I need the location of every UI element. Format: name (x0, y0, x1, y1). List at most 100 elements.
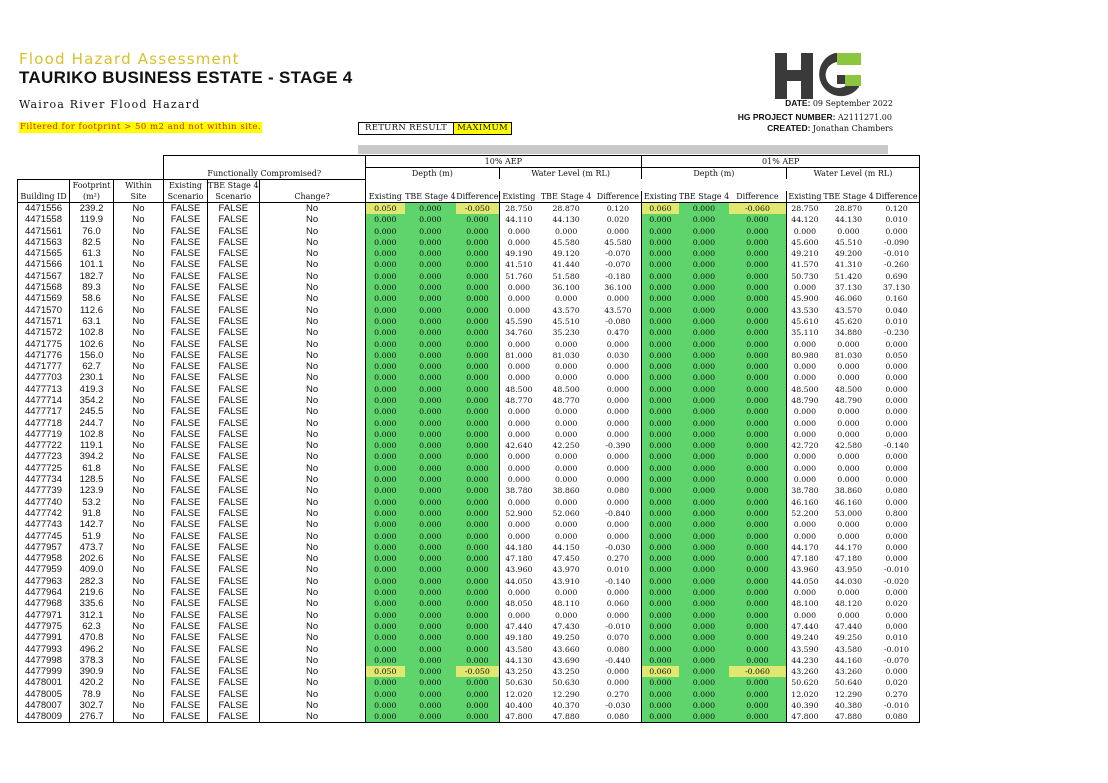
table-cell: 0.000 (641, 485, 679, 497)
table-cell: 0.000 (455, 575, 500, 587)
table-cell: 0.000 (364, 349, 406, 361)
table-cell: FALSE (207, 236, 260, 248)
return-result-value[interactable]: MAXIMUM (453, 123, 512, 134)
table-cell: 50.630 (552, 678, 580, 688)
table-cell: 0.000 (499, 225, 538, 237)
table-cell: 43.260 (834, 667, 863, 677)
table-cell: FALSE (207, 654, 260, 666)
table-cell: FALSE (207, 225, 260, 237)
table-cell: 0.000 (606, 531, 630, 541)
table-cell: 38.860 (552, 486, 580, 496)
table-cell: 128.5 (69, 473, 114, 486)
table-cell: -0.390 (605, 441, 631, 451)
table-cell: 0.000 (678, 677, 730, 689)
table-row: 4477964 219.6 No FALSE FALSE No 0.000 0.000 0.00… (17, 586, 921, 599)
table-cell: 0.000 (678, 360, 730, 373)
table-cell: 40.380 (834, 701, 863, 710)
table-cell: 0.000 (455, 349, 500, 361)
table-cell: 4477717 (17, 406, 70, 418)
table-cell: 142.7 (69, 519, 114, 531)
table-cell: 4477734 (17, 473, 70, 486)
table-cell: 28.870 (834, 203, 863, 213)
table-cell: 0.000 (455, 609, 500, 621)
table-cell: No (113, 586, 164, 599)
table-cell: No (258, 564, 366, 576)
table-cell: 61.8 (69, 462, 114, 474)
table-cell: 0.000 (729, 225, 787, 237)
table-cell: 312.1 (69, 609, 114, 621)
table-cell: 0.000 (678, 281, 730, 294)
table-cell: 0.000 (641, 281, 679, 294)
table-cell: 44.180 (499, 541, 538, 553)
table-cell: 0.000 (785, 417, 824, 429)
table-cell: 0.000 (405, 699, 456, 712)
table-row: 4477742 91.8 No FALSE FALSE No 0.000 0.000 0.000… (17, 507, 921, 520)
table-cell: 44.150 (552, 542, 580, 552)
table-cell: 0.000 (405, 360, 456, 373)
table-cell: 0.000 (554, 531, 578, 541)
table-cell: 45.600 (785, 236, 824, 248)
col-footprint-unit: (m²) (69, 190, 114, 203)
table-cell: 0.000 (678, 553, 730, 565)
table-cell: 44.030 (834, 576, 863, 586)
table-cell: FALSE (207, 327, 260, 339)
table-cell: 102.8 (69, 327, 114, 339)
table-cell: FALSE (207, 620, 260, 633)
table-cell: 61.3 (69, 247, 114, 260)
table-cell: 4471563 (17, 236, 70, 248)
table-cell: 45.590 (499, 315, 538, 328)
table-cell: 0.000 (606, 429, 630, 439)
table-cell: 49.190 (499, 247, 538, 260)
table-cell: 0.000 (641, 225, 679, 237)
col-depth10-tbe: TBE Stage 4 (405, 190, 456, 203)
table-cell: 47.440 (785, 620, 824, 633)
table-cell: FALSE (207, 451, 260, 463)
table-cell: 12.290 (552, 689, 580, 699)
table-cell: 0.000 (729, 462, 787, 474)
table-cell: 123.9 (69, 485, 114, 497)
col-tbe-fc: TBE Stage 4 (207, 178, 260, 191)
table-cell: 4477725 (17, 462, 70, 474)
table-cell: 0.000 (873, 451, 921, 463)
table-cell: FALSE (207, 530, 260, 542)
table-cell: 0.000 (729, 564, 787, 576)
table-cell: 0.000 (455, 677, 500, 689)
table-cell: FALSE (163, 575, 208, 587)
table-cell: No (113, 598, 164, 610)
table-cell: 219.6 (69, 586, 114, 599)
table-cell: 0.000 (455, 507, 500, 520)
table-cell: 0.000 (455, 372, 500, 384)
table-cell: FALSE (163, 270, 208, 282)
table-cell: 47.180 (834, 554, 863, 564)
table-cell: FALSE (163, 428, 208, 441)
table-cell: 0.000 (364, 609, 406, 621)
table-cell: FALSE (207, 247, 260, 260)
table-cell: FALSE (163, 293, 208, 305)
table-cell: 89.3 (69, 281, 114, 294)
table-cell: No (258, 214, 366, 226)
table-row: 4477734 128.5 No FALSE FALSE No 0.000 0.000 0.00… (17, 473, 921, 486)
table-cell: No (258, 473, 366, 486)
table-cell: 0.000 (641, 473, 679, 486)
col-tbe-scenario: Scenario (207, 190, 260, 203)
table-cell: 0.000 (873, 541, 921, 553)
table-cell: 0.000 (641, 247, 679, 260)
table-cell: 0.000 (405, 677, 456, 689)
table-cell: 52.060 (552, 508, 580, 518)
table-cell: 0.000 (729, 677, 787, 689)
table-cell: No (258, 665, 366, 678)
table-cell: 0.000 (729, 632, 787, 644)
table-cell: 0.000 (678, 349, 730, 361)
table-cell: 38.780 (785, 485, 824, 497)
table-cell: 47.450 (552, 554, 580, 564)
table-cell: 4471572 (17, 327, 70, 339)
table-cell: No (113, 406, 164, 418)
return-result-selector[interactable]: RETURN RESULT MAXIMUM (358, 122, 513, 135)
col-wl01-existing: Existing (785, 190, 824, 203)
table-cell: FALSE (207, 259, 260, 271)
table-cell: 0.000 (554, 226, 578, 236)
table-cell: 0.000 (364, 214, 406, 226)
table-cell: 45.610 (785, 315, 824, 328)
table-cell: FALSE (207, 609, 260, 621)
table-cell: 47.180 (499, 553, 538, 565)
